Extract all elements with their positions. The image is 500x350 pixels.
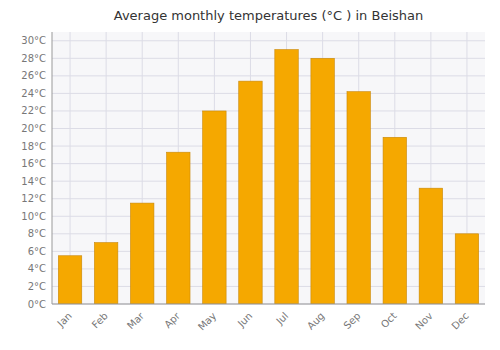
x-tick-label: Aug [305,310,327,332]
chart-title: Average monthly temperatures (°C ) in Be… [114,8,423,23]
bar [311,58,334,304]
x-tick-label: Nov [413,310,435,332]
bar [167,152,190,304]
y-tick-label: 0°C [28,299,46,310]
y-grid-line [52,75,485,76]
x-tick-label: Oct [379,310,399,330]
chart-svg: Average monthly temperatures (°C ) in Be… [0,0,500,350]
y-tick-label: 6°C [28,246,46,257]
y-tick-label: 14°C [21,176,46,187]
bar [130,203,153,304]
y-grid-line [52,304,485,305]
bars [58,50,478,304]
x-tick-label: Jan [55,310,74,329]
y-axis-line [52,32,53,304]
y-grid-line [52,110,485,111]
x-tick-label: Dec [449,310,470,331]
x-tick-label: Mar [125,309,147,331]
y-tick-label: 30°C [21,35,46,46]
y-grid-line [52,58,485,59]
bar [239,81,262,304]
y-tick-label: 8°C [28,228,46,239]
chart-container: Average monthly temperatures (°C ) in Be… [0,0,500,350]
y-tick-label: 20°C [21,123,46,134]
bar [383,137,406,304]
plot-background [52,32,485,304]
bar [58,256,81,304]
bar [203,111,226,304]
y-grid-line [52,163,485,164]
x-axis-line [52,304,485,305]
x-tick-label: Jun [235,310,255,330]
y-tick-label: 22°C [21,105,46,116]
y-tick-label: 4°C [28,263,46,274]
x-tick-label: Feb [90,310,110,330]
y-tick-label: 10°C [21,211,46,222]
y-tick-label: 16°C [21,158,46,169]
y-grid-line [52,181,485,182]
x-tick-label: Apr [162,309,183,330]
x-tick-label: Sep [341,310,362,331]
y-grid-line [52,93,485,94]
y-tick-label: 26°C [21,70,46,81]
bar [275,50,298,304]
y-grid-line [52,128,485,129]
bar [419,188,442,304]
y-tick-label: 24°C [21,88,46,99]
x-tick-label: Jul [273,310,290,327]
y-tick-label: 28°C [21,53,46,64]
y-grid-line [52,146,485,147]
y-grid-line [52,40,485,41]
y-tick-label: 2°C [28,281,46,292]
x-tick-label: May [196,310,218,332]
bar [347,92,370,304]
bar [94,243,117,304]
y-tick-label: 18°C [21,141,46,152]
bar [455,234,478,304]
y-tick-label: 12°C [21,193,46,204]
